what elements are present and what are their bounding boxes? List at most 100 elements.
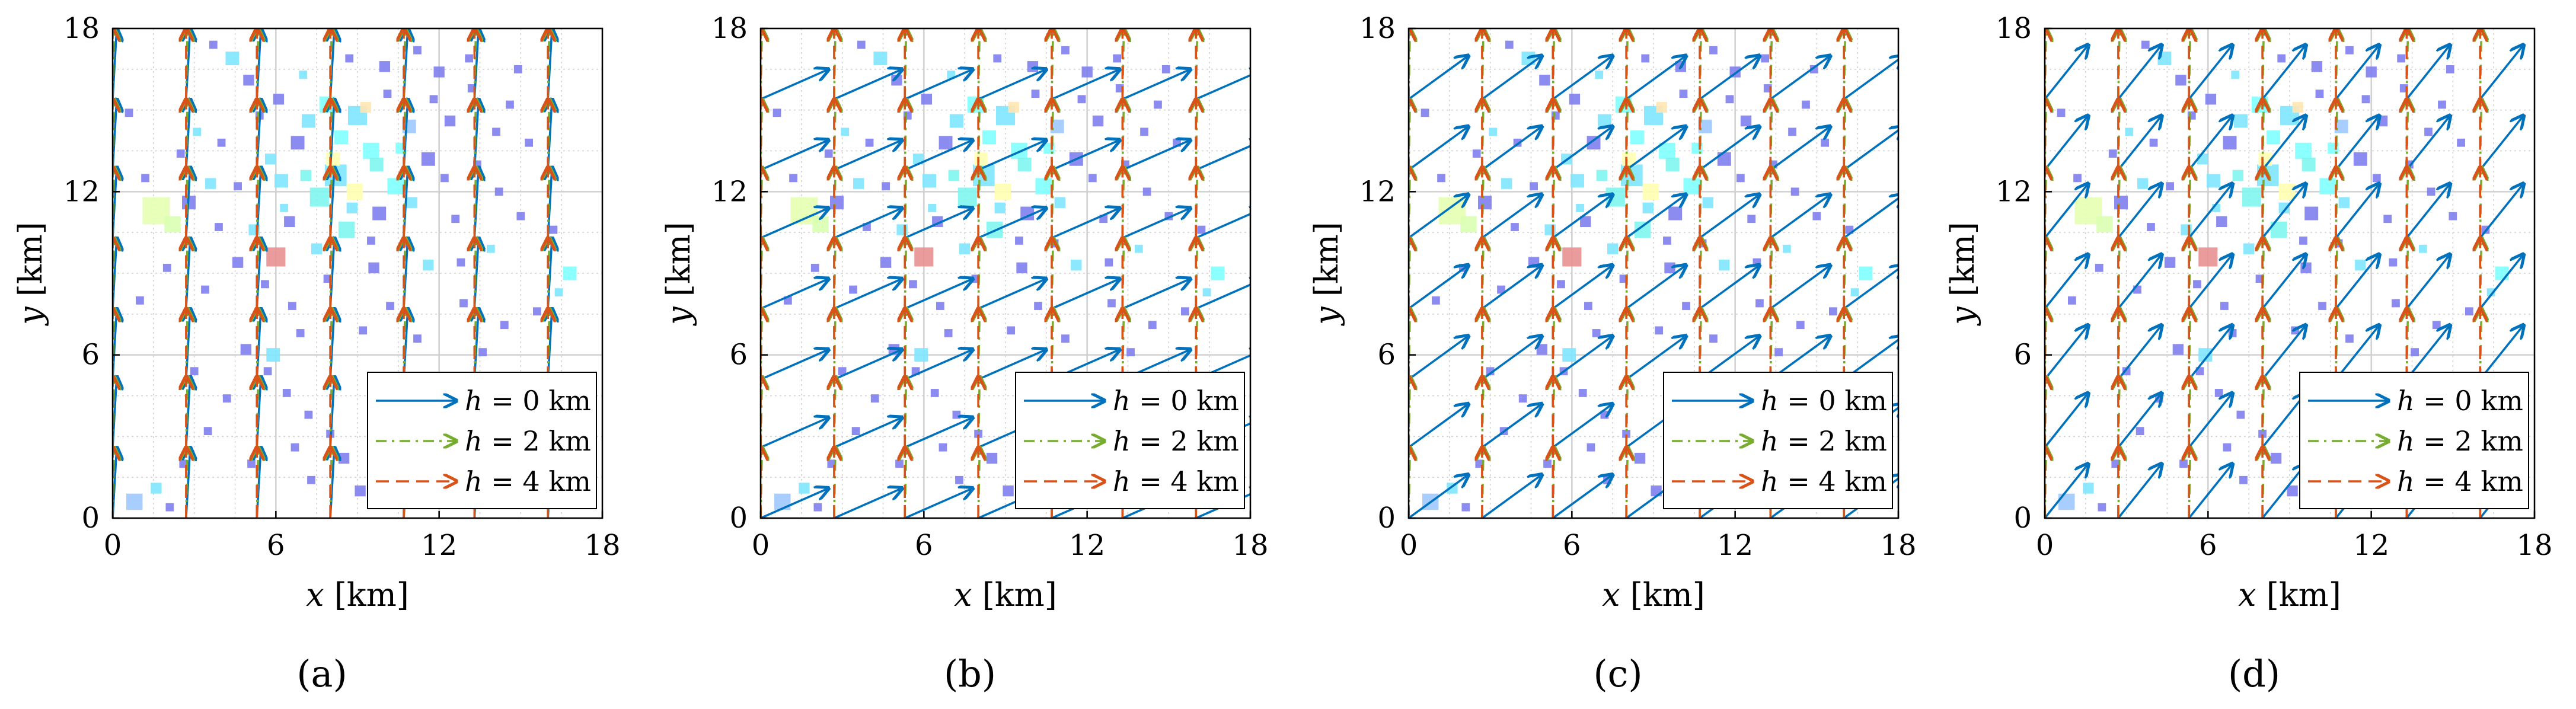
scatter-point — [2389, 258, 2398, 267]
scatter-point — [209, 40, 218, 49]
x-tick-label: 18 — [1880, 529, 1916, 562]
scatter-point — [2098, 503, 2106, 512]
arrow-h0 — [1552, 265, 1613, 310]
x-tick-label: 18 — [1232, 529, 1268, 562]
arrow-h0 — [761, 140, 829, 171]
arrow-h0 — [1409, 475, 1469, 518]
scatter-point — [2411, 348, 2419, 356]
scatter-point — [203, 427, 212, 436]
scatter-point — [2392, 299, 2400, 308]
arrow-h0 — [1770, 126, 1830, 171]
arrow-h0 — [1699, 265, 1760, 310]
scatter-point — [2397, 54, 2406, 63]
scatter-point — [379, 61, 391, 72]
scatter-point — [2172, 344, 2184, 355]
scatter-point — [922, 174, 936, 188]
scatter-point — [2311, 61, 2323, 72]
scatter-point — [1796, 321, 1805, 330]
scatter-point — [1161, 65, 1170, 74]
scatter-point — [1607, 243, 1619, 254]
scatter-point — [506, 100, 514, 109]
scatter-point — [1709, 46, 1718, 55]
scatter-point — [1595, 71, 1604, 79]
y-tick-label: 12 — [1359, 175, 1396, 208]
scatter-point — [959, 243, 971, 254]
scatter-point — [1543, 459, 1552, 468]
scatter-point — [2242, 187, 2261, 207]
scatter-point — [1107, 299, 1116, 308]
scatter-point — [1031, 90, 1040, 98]
scatter-point — [386, 302, 394, 310]
arrow-h0 — [978, 279, 1046, 310]
scatter-point — [1634, 452, 1646, 464]
scatter-point — [1682, 302, 1690, 310]
scatter-point — [261, 280, 269, 289]
arrow-h0 — [2479, 45, 2523, 100]
scatter-point — [1054, 197, 1065, 208]
scatter-point — [2232, 170, 2243, 181]
arrow-h0 — [2261, 393, 2306, 448]
scatter-point — [205, 178, 216, 189]
scatter-point — [1702, 197, 1713, 208]
scatter-point — [1663, 237, 1671, 245]
arrow-h0 — [904, 208, 973, 239]
scatter-point — [1576, 203, 1584, 212]
arrow-h0 — [2045, 254, 2088, 309]
scatter-point — [1105, 258, 1113, 267]
scatter-point — [451, 215, 460, 223]
scatter-point — [2228, 329, 2237, 337]
scatter-point — [309, 187, 329, 207]
scatter-point — [513, 65, 522, 74]
arrow-h0 — [904, 69, 973, 100]
scatter-point — [1753, 258, 1761, 267]
legend: h = 0 km h = 2 km h = 4 km — [1015, 372, 1245, 509]
scatter-point — [1859, 266, 1873, 280]
scatter-point — [947, 71, 956, 79]
scatter-point — [2223, 443, 2232, 452]
scatter-point — [387, 178, 404, 194]
scatter-point — [2231, 71, 2240, 79]
scatter-point — [1664, 262, 1675, 273]
arrow-h0 — [2117, 254, 2162, 309]
scatter-point — [433, 66, 445, 78]
scatter-point — [2207, 174, 2220, 188]
scatter-point — [2179, 459, 2188, 468]
arrow-h0 — [2261, 184, 2306, 239]
scatter-point — [406, 197, 417, 208]
arrow-h0 — [834, 488, 902, 518]
scatter-point — [909, 280, 917, 289]
arrow-h0 — [904, 279, 973, 310]
scatter-point — [841, 127, 850, 136]
arrow-h0 — [2117, 45, 2162, 100]
scatter-point — [1007, 326, 1016, 335]
scatter-point — [1197, 225, 1206, 234]
scatter-point — [338, 221, 355, 238]
arrow-h0 — [1626, 265, 1686, 310]
scatter-point — [2424, 127, 2433, 136]
scatter-point — [1761, 54, 1770, 63]
scatter-point — [974, 429, 982, 438]
caption-c: (c) — [1593, 652, 1643, 695]
scatter-point — [812, 216, 829, 233]
scatter-point — [492, 127, 500, 136]
scatter-point — [880, 257, 892, 268]
scatter-point — [1501, 178, 1512, 189]
scatter-point — [2319, 178, 2336, 194]
scatter-point — [280, 203, 288, 212]
scatter-point — [2149, 138, 2158, 147]
scatter-point — [554, 288, 563, 297]
scatter-point — [151, 483, 162, 494]
arrow-h0 — [978, 69, 1046, 100]
scatter-point — [2233, 114, 2248, 128]
axes-frame — [1407, 27, 1900, 519]
x-tick-label: 6 — [915, 529, 933, 562]
scatter-point — [949, 114, 963, 128]
arrow-h0 — [1843, 126, 1898, 171]
x-tick-label: 0 — [2036, 529, 2054, 562]
legend: h = 0 km h = 2 km h = 4 km — [1663, 372, 1893, 509]
scatter-point — [282, 389, 291, 397]
y-axis-label: y [km] — [1308, 222, 1345, 326]
scatter-point — [222, 394, 231, 403]
scatter-point — [1003, 485, 1014, 497]
scatter-point — [1050, 119, 1064, 133]
